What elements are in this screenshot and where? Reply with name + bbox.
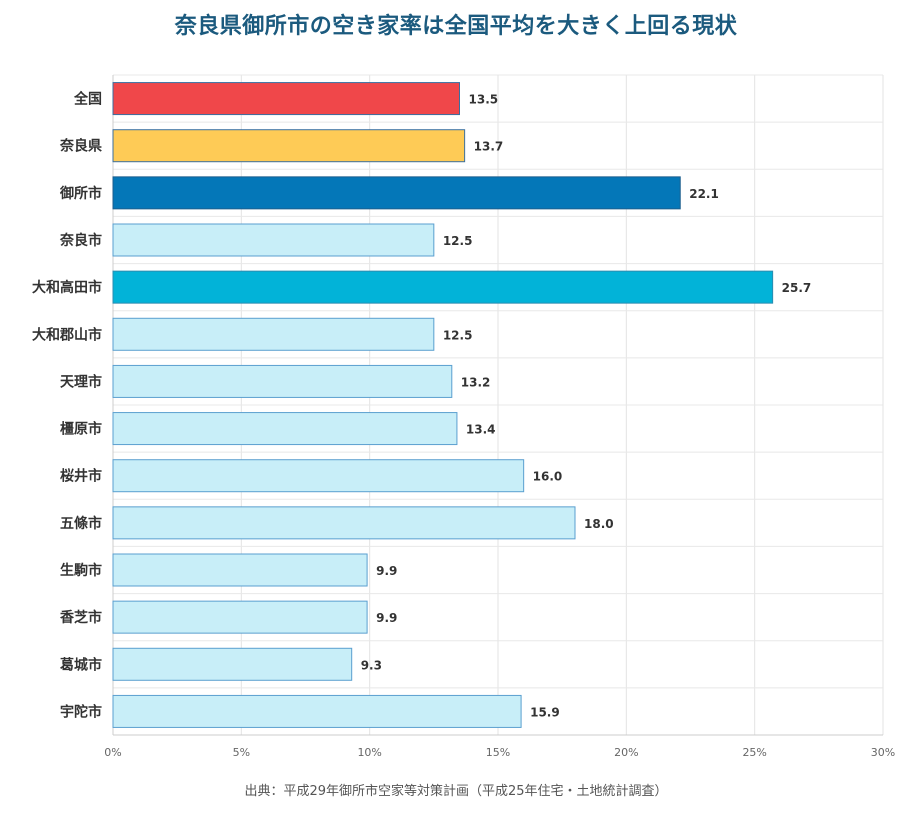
category-label: 五條市 [60,515,102,532]
data-label: 9.9 [376,564,397,578]
category-label: 香芝市 [59,609,102,626]
data-label: 12.5 [443,234,473,248]
bar [112,694,522,728]
data-label: 13.2 [461,375,491,389]
x-tick-label: 10% [357,746,381,759]
data-label: 18.0 [584,517,614,531]
data-label: 12.5 [443,328,473,342]
bar [112,270,774,304]
category-label: 天理市 [60,373,102,390]
data-label: 15.9 [530,705,560,719]
bar [112,459,525,493]
bar [112,553,368,587]
data-label: 13.7 [474,140,504,154]
bar [112,82,460,116]
bar [112,600,368,634]
category-label: 葛城市 [59,656,102,673]
category-label: 大和高田市 [32,279,102,296]
category-label: 生駒市 [60,562,102,579]
data-label: 13.5 [469,93,499,107]
bar [112,223,435,257]
bar [112,176,681,210]
category-label: 全国 [73,91,102,108]
data-label: 22.1 [689,187,719,201]
category-label: 桜井市 [60,468,102,485]
data-label: 16.0 [533,470,563,484]
category-label: 奈良県 [59,138,102,155]
bar [112,364,453,398]
category-label: 宇陀市 [60,703,102,720]
labels: 0% 5% 10% 15% 20% 25% 30% 全国 13.5 奈良県 13.7 御所市 22.1 奈… [32,91,895,759]
data-label: 9.3 [361,658,382,672]
bar [112,647,353,681]
category-label: 橿原市 [60,421,102,438]
bar [112,129,466,163]
x-tick-label: 25% [742,746,766,759]
x-tick-label: 30% [871,746,895,759]
bar [112,412,458,446]
bar [112,317,435,351]
category-label: 御所市 [59,185,102,202]
data-label: 25.7 [782,281,812,295]
x-tick-label: 15% [486,746,510,759]
x-tick-label: 5% [233,746,250,759]
chart-source-note: 出典：平成29年御所市空家等対策計画（平成25年住宅・土地統計調査） [244,784,668,799]
grid-lines [112,74,884,736]
x-tick-label: 0% [104,746,121,759]
bar [112,506,576,540]
category-label: 奈良市 [59,232,102,249]
chart-title: 奈良県御所市の空き家率は全国平均を大きく上回る現状 [174,14,738,39]
data-label: 13.4 [466,423,496,437]
category-label: 大和郡山市 [32,326,102,343]
data-label: 9.9 [376,611,397,625]
x-tick-label: 20% [614,746,638,759]
bars [112,82,774,728]
